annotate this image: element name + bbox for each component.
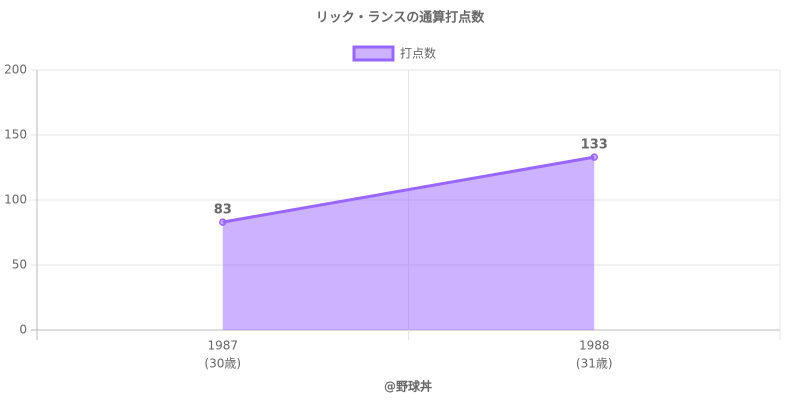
y-tick-label: 150 <box>4 128 27 142</box>
chart-title: リック・ランスの通算打点数 <box>316 10 485 26</box>
x-tick-label: 1987 <box>207 339 238 353</box>
y-tick-label: 100 <box>4 193 27 207</box>
x-tick-note: (31歳) <box>576 357 613 371</box>
line <box>222 155 595 224</box>
y-tick-label: 200 <box>4 63 27 77</box>
point <box>590 153 598 161</box>
legend-label: 打点数 <box>400 46 436 61</box>
data-label: 133 <box>581 138 608 153</box>
y-tick-label: 0 <box>19 323 27 337</box>
y-tick-label: 50 <box>12 258 27 272</box>
x-tick-label: 1988 <box>579 339 610 353</box>
legend-swatch <box>352 45 395 62</box>
point <box>219 218 227 226</box>
data-label: 83 <box>214 203 232 218</box>
x-tick-note: (30歳) <box>204 357 241 371</box>
area <box>222 157 595 330</box>
x-axis-label: @野球丼 <box>384 379 432 394</box>
